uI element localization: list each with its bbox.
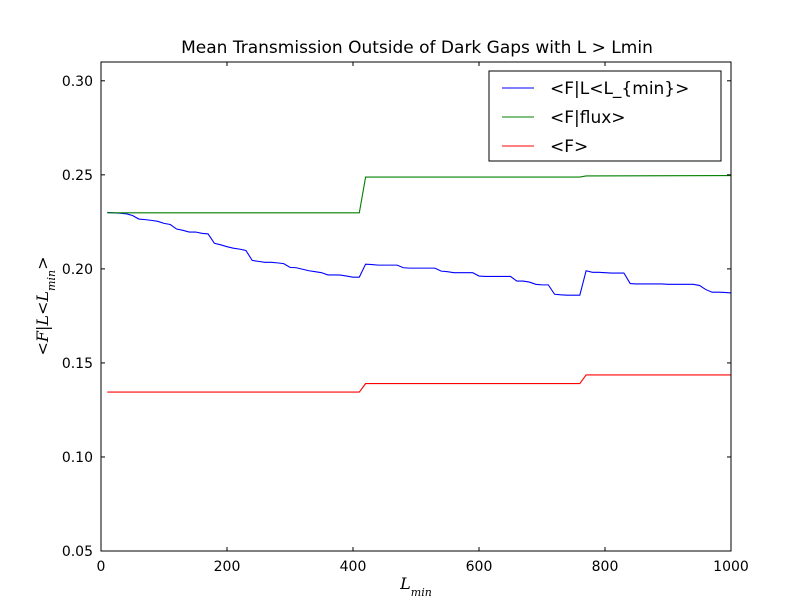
x-tick-label: 600 [466, 559, 493, 575]
axis-label-main: <F|L<L [33, 291, 52, 356]
x-tick-label: 400 [340, 559, 367, 575]
y-tick-label: 0.10 [62, 450, 93, 466]
axes-frame [100, 61, 732, 552]
legend: <F|L<L_{min}> <F|flux> <F> [488, 70, 722, 162]
chart-title: Mean Transmission Outside of Dark Gaps w… [181, 38, 653, 58]
axis-label-subscript: min [45, 270, 58, 291]
y-tick-label: 0.20 [62, 262, 93, 278]
axis-label-main: L [399, 574, 411, 593]
axis-label-subscript: min [411, 586, 432, 599]
x-tick-label: 0 [97, 559, 106, 575]
axis-label-tail: > [33, 256, 52, 269]
y-axis-label: <F|L<Lmin> [33, 256, 58, 355]
x-axis-label: Lmin [399, 574, 432, 599]
x-tick-label: 1000 [713, 559, 749, 575]
series-lines [107, 175, 732, 393]
x-tick-label: 800 [592, 559, 619, 575]
y-tick-label: 0.05 [62, 544, 93, 560]
axes: 0 200 400 600 800 1000 0.05 0.10 0.15 0.20 0.25 0.3… [62, 61, 749, 575]
series-line-2 [107, 175, 732, 214]
y-tick-label: 0.30 [62, 74, 93, 90]
legend-label-1: <F|L<L_{min}> [550, 79, 689, 99]
y-tick-label: 0.25 [62, 168, 93, 184]
legend-label-2: <F|flux> [550, 108, 626, 128]
legend-label-3: <F> [550, 137, 588, 157]
series-line-3 [107, 374, 731, 393]
series-line-1 [107, 211, 732, 296]
x-tick-label: 200 [214, 559, 241, 575]
y-tick-label: 0.15 [62, 356, 93, 372]
